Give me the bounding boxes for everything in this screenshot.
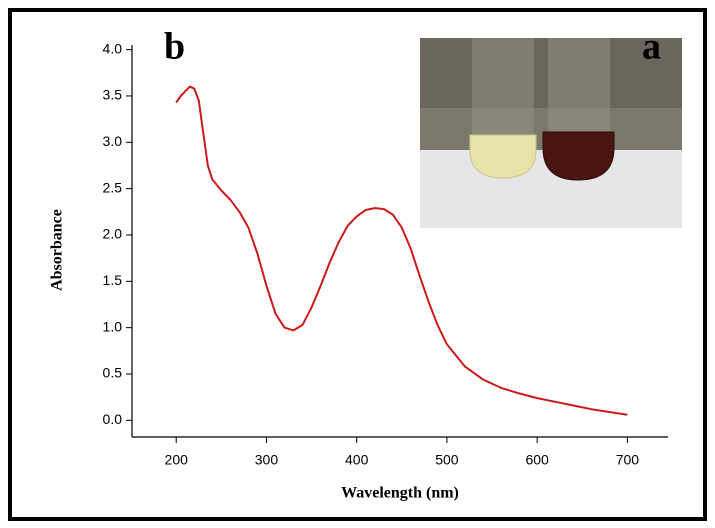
y-tick-label: 1.5	[103, 272, 123, 288]
x-tick-label: 500	[435, 452, 459, 468]
panel-label: a	[642, 26, 661, 68]
y-tick-label: 1.0	[103, 318, 123, 334]
y-tick-label: 3.0	[103, 133, 123, 149]
y-tick-label: 0.0	[103, 411, 123, 427]
x-tick-label: 700	[616, 452, 640, 468]
y-tick-label: 3.5	[103, 87, 123, 103]
x-tick-label: 400	[345, 452, 369, 468]
y-tick-label: 2.5	[103, 179, 123, 195]
x-tick-label: 300	[255, 452, 279, 468]
spectrum-line	[175, 85, 628, 416]
x-tick-label: 200	[165, 452, 189, 468]
x-axis-label: Wavelength (nm)	[341, 485, 459, 502]
y-axis-label: Absorbance	[49, 209, 66, 291]
inset-photo	[420, 38, 682, 228]
y-tick-label: 2.0	[103, 226, 123, 242]
y-tick-label: 4.0	[103, 40, 123, 56]
panel-label: b	[164, 26, 185, 68]
y-tick-label: 0.5	[103, 365, 123, 381]
x-tick-label: 600	[525, 452, 549, 468]
